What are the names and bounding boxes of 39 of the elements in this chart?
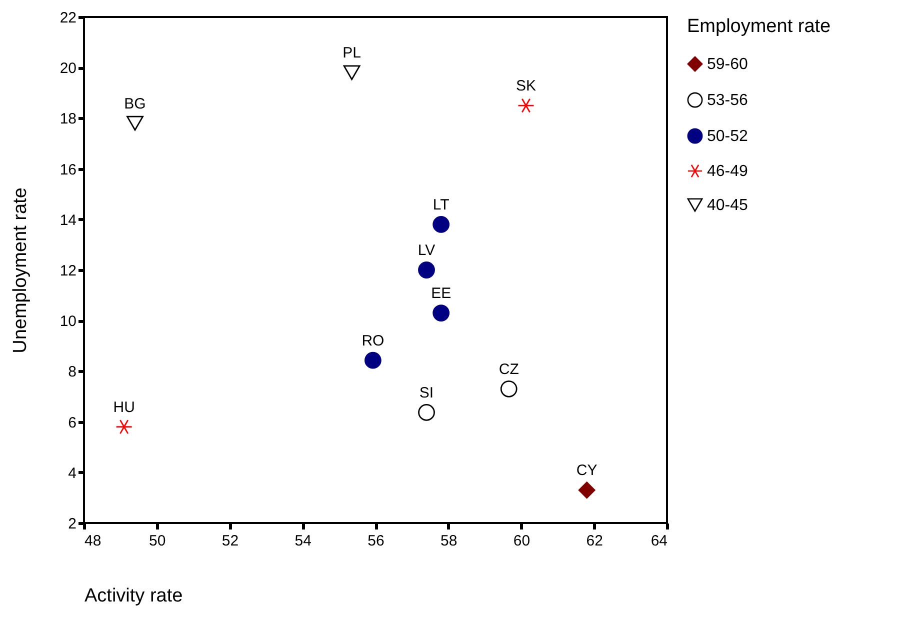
annotation: LV bbox=[418, 242, 436, 259]
x-tick-label: 52 bbox=[222, 532, 239, 550]
annotation: EE bbox=[431, 285, 452, 302]
annotation: CY bbox=[576, 462, 598, 480]
x-axis-title: Activity rate bbox=[84, 586, 183, 606]
annotation: BG bbox=[124, 95, 146, 112]
y-tick-label: 18 bbox=[60, 110, 76, 128]
x-tick-label: 58 bbox=[440, 532, 458, 550]
x-tick-label: 60 bbox=[513, 532, 530, 550]
annotation: SI bbox=[419, 384, 434, 402]
x-tick-label: 62 bbox=[586, 532, 603, 550]
y-tick-label: 10 bbox=[60, 313, 76, 330]
x-tick-label: 64 bbox=[650, 532, 668, 550]
legend-label: 50-52 bbox=[707, 128, 748, 145]
legend-label: 46-49 bbox=[707, 163, 748, 180]
legend-label: 40-45 bbox=[707, 197, 748, 214]
y-tick-label: 4 bbox=[68, 464, 76, 482]
y-tick-label: 12 bbox=[60, 262, 76, 280]
x-tick-label: 48 bbox=[84, 532, 102, 550]
legend-label: 59-60 bbox=[707, 56, 748, 73]
x-tick-label: 50 bbox=[149, 532, 166, 550]
annotation: CZ bbox=[498, 360, 519, 378]
x-tick-label: 56 bbox=[368, 532, 384, 550]
legend-title: Employment rate bbox=[687, 16, 831, 37]
annotation: HU bbox=[113, 398, 135, 416]
y-tick-label: 8 bbox=[68, 364, 76, 381]
legend-label: 53-56 bbox=[707, 92, 748, 109]
y-tick-label: 22 bbox=[60, 10, 76, 26]
y-axis-title: Unemployment rate bbox=[10, 188, 31, 354]
y-tick-label: 16 bbox=[60, 161, 76, 178]
y-tick-label: 2 bbox=[68, 516, 76, 532]
annotation: PL bbox=[342, 44, 361, 62]
annotation: LT bbox=[432, 196, 450, 214]
annotation: RO bbox=[362, 332, 384, 350]
y-tick-label: 6 bbox=[68, 414, 76, 432]
y-tick-label: 14 bbox=[60, 212, 76, 229]
x-tick-label: 54 bbox=[294, 532, 312, 550]
annotation: SK bbox=[516, 78, 536, 95]
y-tick-label: 20 bbox=[60, 60, 76, 78]
